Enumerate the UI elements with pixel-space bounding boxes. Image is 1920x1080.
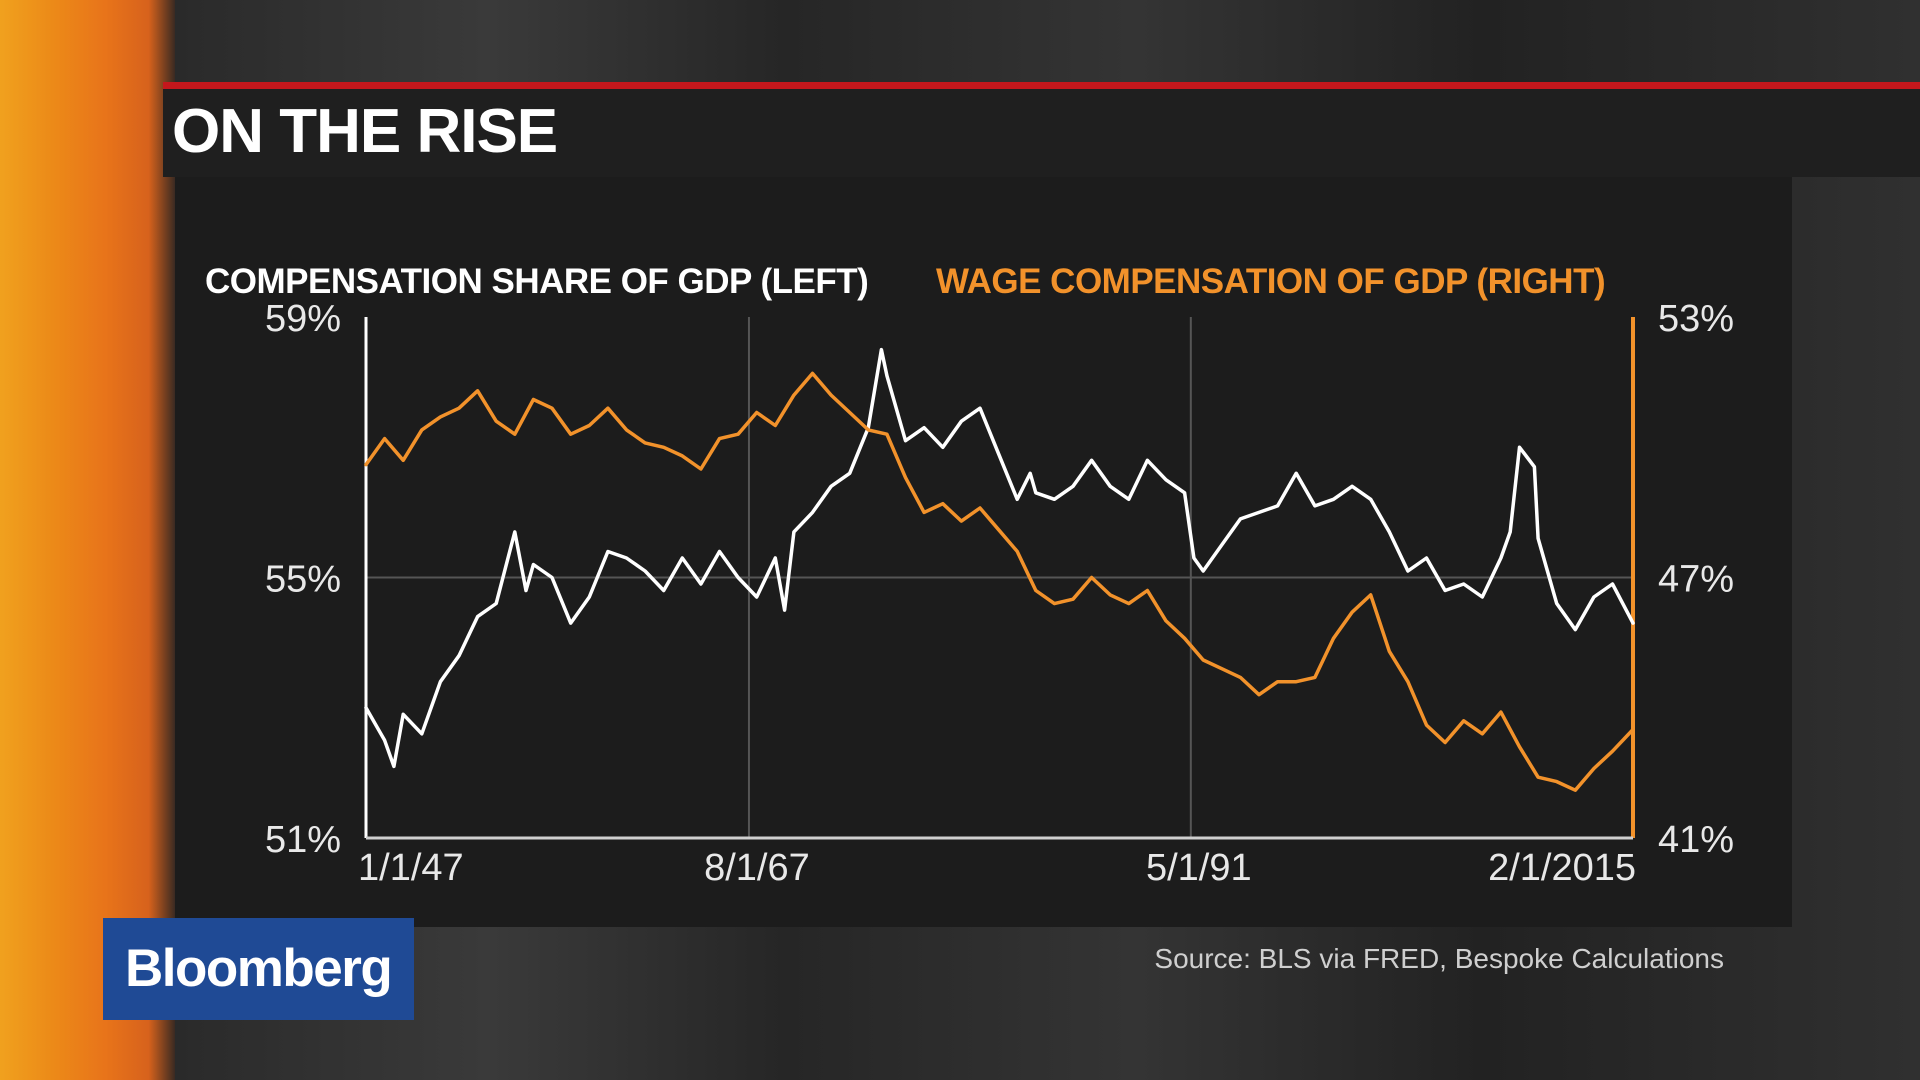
legend-left-series: COMPENSATION SHARE OF GDP (LEFT) <box>205 262 869 301</box>
title-bar <box>163 89 1920 177</box>
source-note: Source: BLS via FRED, Bespoke Calculatio… <box>1154 943 1724 974</box>
x-tick-label: 1/1/47 <box>358 847 464 889</box>
y-right-tick-label: 47% <box>1658 559 1734 601</box>
compensation-share-line <box>364 347 1635 769</box>
page-title: ON THE RISE <box>172 97 558 166</box>
x-tick-label: 5/1/91 <box>1146 847 1252 889</box>
x-tick-label: 2/1/2015 <box>1488 847 1636 889</box>
wage-compensation-line <box>364 371 1635 792</box>
x-tick-label: 8/1/67 <box>704 847 810 889</box>
legend-right-series: WAGE COMPENSATION OF GDP (RIGHT) <box>936 262 1606 301</box>
y-left-tick-label: 59% <box>265 298 341 340</box>
chart-panel <box>175 177 1792 927</box>
bloomberg-logo: Bloomberg <box>103 918 414 1020</box>
brand-name: Bloomberg <box>125 939 393 998</box>
title-accent-rule <box>163 82 1920 89</box>
y-left-tick-label: 55% <box>265 559 341 601</box>
y-right-tick-label: 53% <box>1658 298 1734 340</box>
orange-side-panel <box>0 0 175 1080</box>
y-right-tick-label: 41% <box>1658 819 1734 861</box>
y-left-tick-label: 51% <box>265 819 341 861</box>
